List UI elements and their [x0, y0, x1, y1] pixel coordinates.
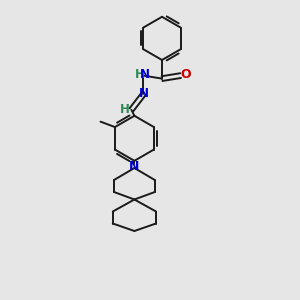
Text: N: N — [140, 68, 150, 81]
Text: H: H — [120, 103, 130, 116]
Text: N: N — [138, 87, 148, 100]
Text: O: O — [181, 68, 191, 82]
Text: N: N — [129, 160, 140, 173]
Text: H: H — [135, 68, 145, 81]
